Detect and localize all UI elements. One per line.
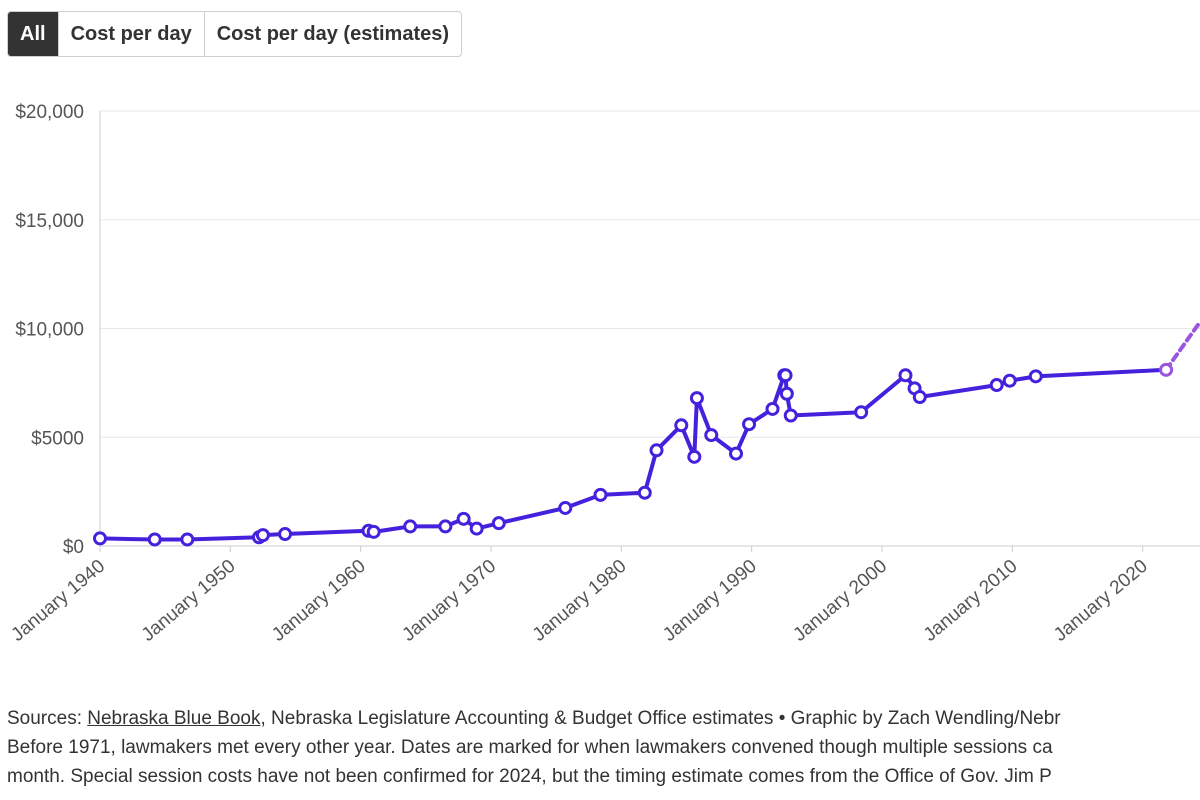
data-point [491,516,506,531]
data-point [147,532,162,547]
y-axis: $0 $5000 $10,000 $15,000 $20,000 [15,102,84,558]
data-point [1159,362,1174,377]
y-tick-label: $10,000 [15,320,84,341]
series-line [98,367,1169,542]
series-lines [98,320,1200,542]
data-point [255,528,270,543]
y-tick-label: $5000 [31,428,84,449]
data-point [93,531,107,546]
data-point [1002,373,1017,388]
x-tick-label: January 1980 [529,556,631,646]
sources-line: Sources: Nebraska Blue Book, Nebraska Le… [7,704,1200,733]
data-point [366,524,381,539]
data-point [729,446,744,461]
tab-cost-per-day[interactable]: Cost per day [57,12,204,56]
x-tick-label: January 1970 [398,556,500,646]
data-point [778,368,793,383]
data-point [765,401,780,416]
data-point [438,519,453,534]
x-tick-label: January 1990 [659,556,761,646]
x-tick-label: January 2020 [1050,556,1152,646]
data-point [456,511,471,526]
x-tick-label: January 1940 [8,556,110,646]
note-line: month. Special session costs have not be… [7,766,1052,787]
data-point [742,417,757,432]
data-point [779,386,794,401]
data-point [649,443,664,458]
data-point [558,500,573,515]
data-point [689,391,704,406]
chart-footer: Sources: Nebraska Blue Book, Nebraska Le… [7,704,1200,791]
data-point [989,378,1004,393]
x-tick-label: January 2000 [789,556,891,646]
data-point [637,485,652,500]
data-point [783,408,798,423]
line-chart: $0 $5000 $10,000 $15,000 $20,000 January 194… [8,102,1200,646]
data-point [593,487,608,502]
y-tick-label: $20,000 [15,102,84,123]
note-line: Before 1971, lawmakers met every other y… [7,737,1053,758]
x-axis: January 1940 January 1950 January 1960 Janu… [8,546,1152,646]
source-link-blue-book[interactable]: Nebraska Blue Book [87,708,261,729]
gridlines [99,110,1200,547]
data-point [278,527,293,542]
sources-prefix: Sources: [7,708,88,729]
estimate-series-line [1164,320,1200,372]
data-point [704,428,719,443]
y-tick-label: $15,000 [15,211,84,232]
data-point [854,405,869,420]
data-point [687,449,702,464]
data-point [180,532,195,547]
data-point [674,418,689,433]
sources-rest: , Nebraska Legislature Accounting & Budg… [260,708,1061,729]
data-points [93,362,1174,547]
data-point [912,390,927,405]
x-tick-label: January 1950 [138,556,240,646]
x-tick-label: January 1960 [268,556,370,646]
data-point [469,521,484,536]
tab-all[interactable]: All [8,12,58,56]
y-tick-label: $0 [63,537,84,558]
data-point [403,519,418,534]
tab-cost-per-day-estimates[interactable]: Cost per day (estimates) [203,12,461,56]
view-toggle: All Cost per day Cost per day (estimates… [7,11,463,57]
data-point [898,368,913,383]
x-tick-label: January 2010 [920,556,1022,646]
data-point [1028,369,1043,384]
